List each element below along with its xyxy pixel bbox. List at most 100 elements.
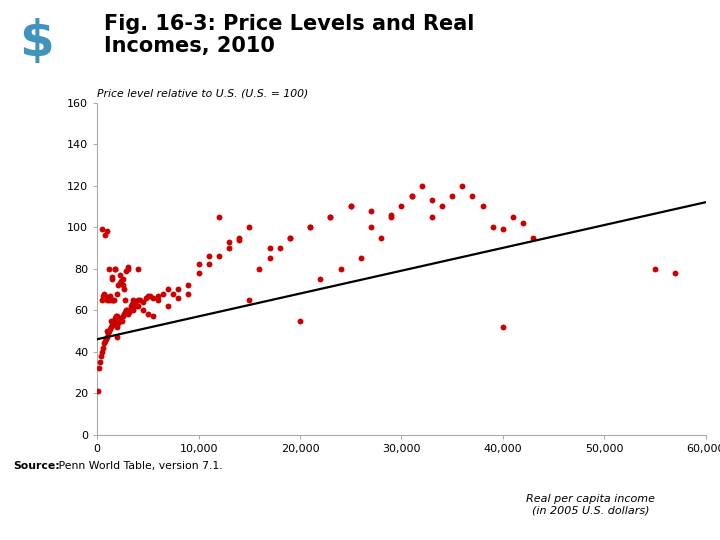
Point xyxy=(284,233,296,242)
Point xyxy=(375,233,387,242)
Point xyxy=(497,322,508,331)
Point xyxy=(507,212,518,221)
Text: Source:: Source: xyxy=(13,461,60,471)
Point xyxy=(305,223,316,232)
Point xyxy=(106,322,117,331)
Point xyxy=(97,343,109,352)
Point xyxy=(114,271,125,279)
Point xyxy=(153,295,164,304)
Point xyxy=(102,295,113,304)
Point xyxy=(112,322,123,331)
Point xyxy=(109,314,121,323)
Point xyxy=(528,233,539,242)
Point xyxy=(147,312,158,321)
Point xyxy=(294,316,306,325)
Point xyxy=(426,212,438,221)
Point xyxy=(134,295,145,304)
Point xyxy=(122,262,133,271)
Point xyxy=(193,268,204,277)
Point xyxy=(116,316,127,325)
Point xyxy=(117,312,128,321)
Point xyxy=(223,238,235,246)
Point xyxy=(132,295,143,304)
Point xyxy=(396,202,408,211)
Point xyxy=(426,196,438,205)
Point xyxy=(99,289,110,298)
Point xyxy=(120,266,131,275)
Point xyxy=(243,223,255,232)
Point xyxy=(477,202,488,211)
Point xyxy=(456,181,468,190)
Point xyxy=(96,352,107,360)
Point xyxy=(99,337,111,346)
Point xyxy=(104,291,116,300)
Point xyxy=(124,306,135,314)
Point xyxy=(335,264,346,273)
Point xyxy=(102,333,113,341)
Point xyxy=(112,312,123,321)
Text: Price level relative to U.S. (U.S. = 100): Price level relative to U.S. (U.S. = 100… xyxy=(97,89,308,99)
Point xyxy=(325,212,336,221)
Point xyxy=(112,289,123,298)
Point xyxy=(467,192,478,200)
Point xyxy=(114,314,126,323)
Point xyxy=(233,233,245,242)
Point xyxy=(102,227,113,235)
Point xyxy=(243,295,255,304)
Point xyxy=(99,231,111,240)
Point xyxy=(416,181,428,190)
Point xyxy=(114,316,125,325)
Point xyxy=(120,306,131,314)
Point xyxy=(158,289,169,298)
Text: Real per capita income
(in 2005 U.S. dollars): Real per capita income (in 2005 U.S. dol… xyxy=(526,494,655,516)
Point xyxy=(487,223,498,232)
Point xyxy=(132,302,143,310)
Point xyxy=(99,291,111,300)
Point xyxy=(102,293,114,302)
Point xyxy=(119,308,130,316)
Point xyxy=(264,244,275,252)
Point xyxy=(163,285,174,294)
Point xyxy=(315,275,326,284)
Point xyxy=(111,312,122,321)
Point xyxy=(122,310,133,319)
Point xyxy=(122,264,133,273)
Point xyxy=(183,289,194,298)
Point xyxy=(168,289,179,298)
Point xyxy=(142,310,153,319)
Point xyxy=(365,206,377,215)
Point xyxy=(670,268,681,277)
Point xyxy=(109,295,120,304)
Point xyxy=(121,306,132,314)
Point xyxy=(355,254,366,262)
Point xyxy=(517,219,528,227)
Point xyxy=(109,316,120,325)
Point xyxy=(107,295,118,304)
Point xyxy=(101,293,112,302)
Point xyxy=(114,277,126,286)
Point xyxy=(649,264,661,273)
Point xyxy=(345,202,356,211)
Point xyxy=(153,291,164,300)
Point xyxy=(117,275,128,284)
Point xyxy=(118,285,130,294)
Point xyxy=(497,225,508,233)
Point xyxy=(183,281,194,289)
Point xyxy=(213,252,225,260)
Point xyxy=(284,233,296,242)
Point xyxy=(104,327,115,335)
Text: Copyright ©2015 Pearson Education, Inc. All rights reserved.: Copyright ©2015 Pearson Education, Inc. … xyxy=(13,507,354,517)
Point xyxy=(274,244,285,252)
Point xyxy=(104,264,115,273)
Point xyxy=(132,264,143,273)
Point xyxy=(101,335,112,343)
Point xyxy=(108,318,120,327)
Point xyxy=(233,235,245,244)
Point xyxy=(203,252,215,260)
Point xyxy=(127,295,138,304)
Point xyxy=(203,260,215,269)
Point xyxy=(113,281,125,289)
Text: Fig. 16-3: Price Levels and Real
Incomes, 2010: Fig. 16-3: Price Levels and Real Incomes… xyxy=(104,14,474,56)
Point xyxy=(163,302,174,310)
Point xyxy=(109,264,121,273)
